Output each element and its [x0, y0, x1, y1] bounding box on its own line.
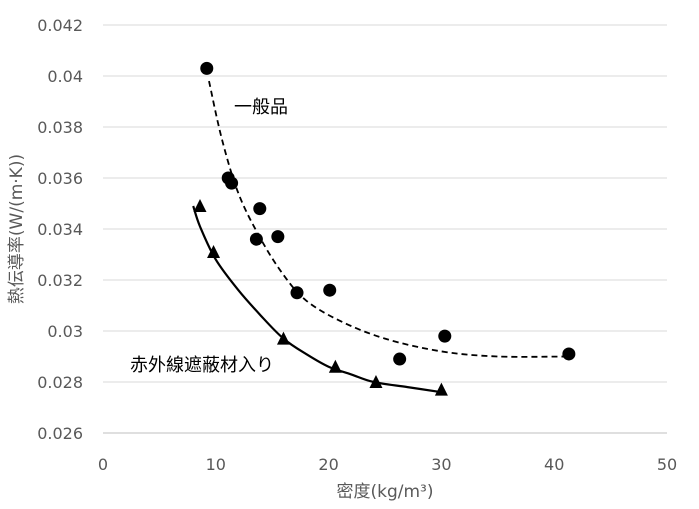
y-tick-label: 0.03: [47, 322, 83, 341]
x-tick-label: 50: [657, 455, 677, 474]
point-general: [253, 202, 267, 216]
y-tick-label: 0.04: [47, 67, 83, 86]
x-axis-title: 密度(kg/m³): [336, 482, 433, 502]
point-infrared: [276, 331, 290, 345]
point-general: [323, 283, 337, 297]
y-tick-label: 0.036: [37, 169, 83, 188]
trend-lines: [192, 80, 569, 394]
point-general: [393, 352, 407, 366]
x-tick-label: 0: [98, 455, 108, 474]
y-tick-label: 0.038: [37, 118, 83, 137]
series-label-infrared: 赤外線遮蔽材入り: [130, 355, 274, 376]
x-tick-label: 20: [318, 455, 338, 474]
trend-line-general: [208, 80, 569, 358]
point-infrared: [369, 375, 383, 388]
y-tick-label: 0.032: [37, 271, 83, 290]
point-infrared: [193, 199, 207, 213]
y-axis-title: 熱伝導率(W/(m·K)): [7, 154, 27, 304]
point-infrared: [207, 244, 221, 258]
grid: [103, 24, 667, 383]
point-general: [290, 286, 304, 300]
point-general: [225, 176, 239, 190]
y-tick-label: 0.026: [37, 424, 83, 443]
y-tick-label: 0.034: [37, 220, 83, 239]
point-infrared: [328, 359, 342, 373]
series-label-general: 一般品: [234, 97, 288, 118]
x-tick-label: 40: [544, 455, 564, 474]
point-general: [562, 347, 576, 361]
point-general: [271, 230, 285, 244]
labels: 密度(kg/m³) 熱伝導率(W/(m·K)) 一般品 赤外線遮蔽材入り: [7, 97, 434, 502]
point-infrared: [434, 382, 448, 396]
x-tick-label: 10: [206, 455, 226, 474]
point-general: [200, 61, 214, 75]
x-tick-label: 30: [431, 455, 451, 474]
data-markers: [193, 61, 576, 396]
point-general: [249, 232, 263, 246]
y-tick-label: 0.028: [37, 373, 83, 392]
y-tick-label: 0.042: [37, 16, 83, 35]
axes: 0.026 0.028 0.03 0.032 0.034 0.036 0.038 0.04 0.…: [37, 16, 677, 474]
point-general: [438, 329, 452, 343]
